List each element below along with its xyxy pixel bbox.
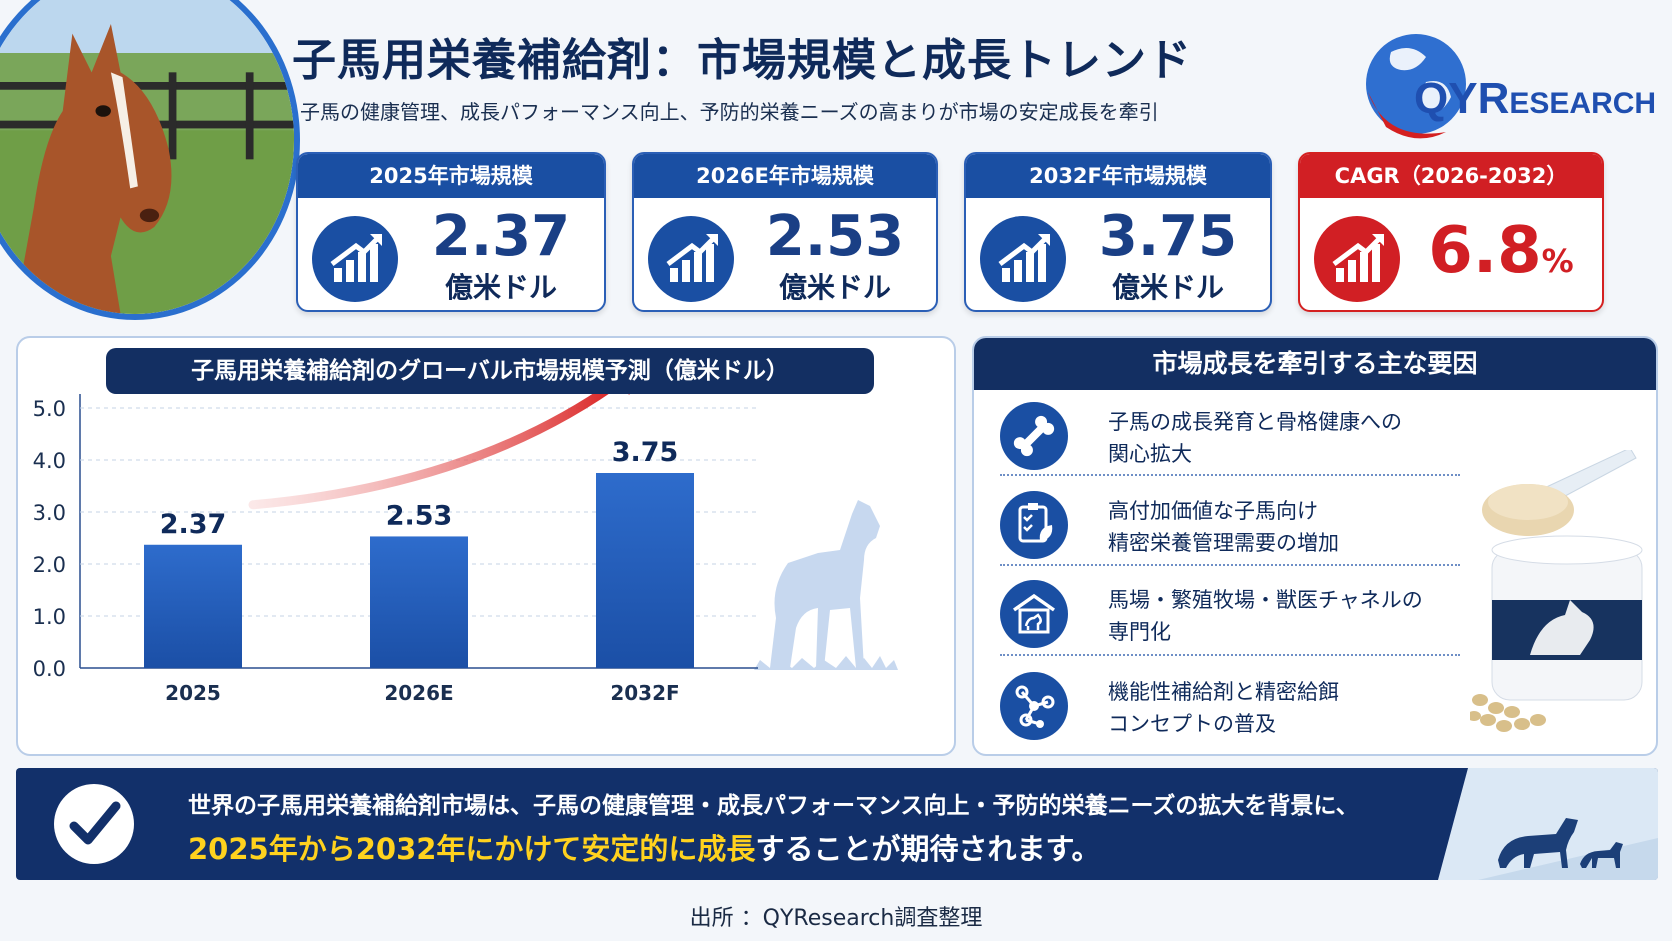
kpi-card-2026e: 2026E年市場規模 2.53 億米ドル [632,152,938,312]
foal-silhouette-icon [770,500,880,668]
horses-silhouette [1438,768,1658,880]
page-subtitle: 子馬の健康管理、成長パフォーマンス向上、予防的栄養ニーズの高まりが市場の安定成長… [300,100,1159,124]
kpi-card-2025: 2025年市場規模 2.37 億米ドル [296,152,606,312]
driver-text: 機能性補給剤と精密給餌 コンセプトの普及 [1108,680,1339,736]
logo-wordmark: QYRESEARCH [1414,74,1657,123]
kpi-unit: 億米ドル [444,271,557,304]
driver-text: 子馬の成長発育と骨格健康への 関心拡大 [1108,410,1402,466]
growth-chart-icon [980,216,1066,302]
kpi-value: 2.37 [431,204,571,269]
x-tick-label: 2025 [165,681,221,705]
kpi-unit: 億米ドル [778,271,891,304]
data-label: 3.75 [612,437,679,468]
drivers-title: 市場成長を牽引する主な要因 [974,338,1656,390]
globe-icon [1366,34,1466,139]
summary-line-2: 2025年から2032年にかけて安定的に成長することが期待されます。 [188,832,1101,866]
source-note: 出所 ：QYResearch調査整理 [689,906,983,931]
chart-panel: 0.0 1.0 2.0 3.0 4.0 5.0 2.37 2025 2.53 2026E 3.75 2… [16,336,956,756]
summary-highlight: 2025年から2032年にかけて安定的に成長 [188,832,756,866]
stable-icon [1000,580,1068,648]
y-tick-label: 3.0 [33,501,66,525]
kpi-value: 2.53 [765,204,905,269]
kpi-label: 2026E年市場規模 [634,154,936,198]
summary-line-1: 世界の子馬用栄養補給剤市場は、子馬の健康管理・成長パフォーマンス向上・予防的栄養… [188,793,1359,819]
kpi-value: 6.8% [1428,214,1574,288]
bone-icon [1000,402,1068,470]
y-tick-label: 4.0 [33,449,66,473]
data-label: 2.37 [160,509,227,540]
foal-photo [0,0,300,320]
driver-text: 高付加価値な子馬向け 精密栄養管理需要の増加 [1108,499,1339,555]
supplement-tub-illustration [1470,450,1643,732]
driver-text: 馬場・繁殖牧場・獣医チャネルの 専門化 [1108,588,1423,644]
driver-item: 機能性補給剤と精密給餌 コンセプトの普及 [1000,664,1460,750]
qyresearch-logo: QYRESEARCH [1356,22,1656,152]
summary-banner: 世界の子馬用栄養補給剤市場は、子馬の健康管理・成長パフォーマンス向上・予防的栄養… [16,768,1658,880]
y-tick-label: 1.0 [33,605,66,629]
kpi-card-cagr: CAGR（2026-2032） 6.8% [1298,152,1604,312]
x-tick-label: 2026E [384,681,453,705]
growth-arrow [248,372,630,510]
divider [1000,654,1460,656]
page-title: 子馬用栄養補給剤：市場規模と成長トレンド [292,35,1192,86]
growth-chart-icon [648,216,734,302]
kpi-unit: 億米ドル [1111,271,1224,304]
growth-chart-icon [312,216,398,302]
driver-item: 子馬の成長発育と骨格健康への 関心拡大 [1000,394,1460,480]
kpi-unit: % [1541,242,1574,280]
data-label: 2.53 [386,500,453,531]
divider [1000,564,1460,566]
x-tick-label: 2032F [610,681,679,705]
kpi-label: 2025年市場規模 [298,154,604,198]
y-tick-label: 5.0 [33,397,66,421]
bar-2026E [370,536,468,668]
y-tick-label: 2.0 [33,553,66,577]
grass-decoration [754,656,898,670]
bar-2025 [144,544,242,668]
clipboard-leaf-icon [1000,491,1068,559]
kpi-card-2032f: 2032F年市場規模 3.75 億米ドル [964,152,1272,312]
bar-2032F [596,473,694,668]
molecule-icon [1000,672,1068,740]
driver-item: 馬場・繁殖牧場・獣医チャネルの 専門化 [1000,572,1460,658]
y-tick-label: 0.0 [33,657,66,681]
driver-item: 高付加価値な子馬向け 精密栄養管理需要の増加 [1000,483,1460,569]
checkmark-icon [54,784,134,864]
chart-title: 子馬用栄養補給剤のグローバル市場規模予測（億米ドル） [106,348,874,394]
divider [1000,474,1460,476]
kpi-label: 2032F年市場規模 [966,154,1270,198]
kpi-value: 3.75 [1098,204,1238,269]
growth-chart-icon [1314,216,1400,302]
kpi-label: CAGR（2026-2032） [1300,154,1602,198]
bar-chart: 0.0 1.0 2.0 3.0 4.0 5.0 2.37 2025 2.53 2026E 3.75 2… [33,359,898,705]
